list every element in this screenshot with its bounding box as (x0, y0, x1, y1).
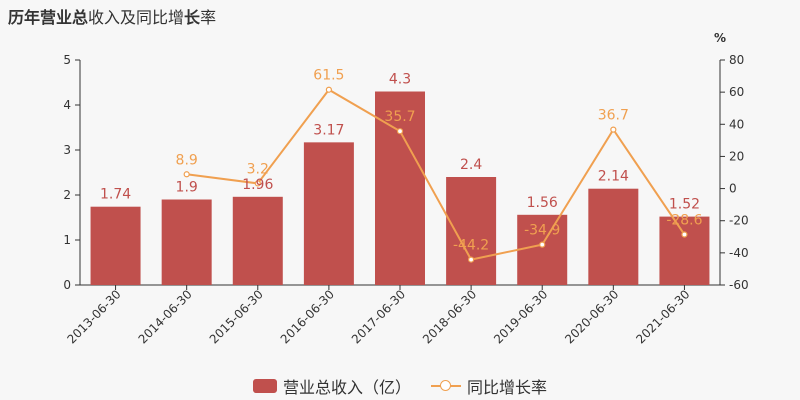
legend-item-revenue[interactable]: 营业总收入（亿） (252, 374, 411, 398)
y-tick-label-left: 1 (63, 233, 71, 247)
revenue-bar (659, 216, 710, 285)
y-tick-label-right: -20 (729, 214, 749, 228)
title-part-4: 长 (184, 8, 201, 27)
growth-rate-value-label: -34.9 (524, 223, 560, 239)
revenue-value-label: 1.56 (527, 195, 558, 211)
legend-label-growth: 同比增长率 (467, 378, 548, 397)
growth-rate-point (325, 86, 332, 93)
revenue-bar (588, 188, 639, 285)
line-series (183, 86, 688, 263)
y-tick-label-right: -40 (729, 246, 749, 260)
x-tick-label: 2021-06-30 (633, 287, 692, 346)
revenue-value-label: 4.3 (389, 72, 411, 88)
y-tick-label-right: 80 (729, 53, 744, 67)
revenue-value-label: 2.4 (460, 157, 482, 173)
legend-line-swatch (431, 379, 461, 393)
revenue-bar (446, 177, 497, 285)
title-part-1: 历年 (8, 8, 41, 27)
y-tick-label-right: 0 (729, 182, 737, 196)
x-tick-label: 2015-06-30 (207, 287, 266, 346)
y-tick-label-left: 0 (63, 278, 71, 292)
y-tick-label-right: 40 (729, 117, 744, 131)
x-tick-label: 2014-06-30 (136, 287, 195, 346)
growth-rate-value-label: 61.5 (313, 68, 344, 84)
legend-bar-swatch (252, 379, 277, 393)
revenue-value-label: 1.96 (242, 177, 273, 193)
y-tick-label-left: 4 (63, 98, 71, 112)
revenue-bar (90, 206, 141, 285)
revenue-value-label: 1.9 (176, 180, 198, 196)
growth-rate-point (610, 126, 617, 133)
title-part-2: 营业总 (40, 8, 89, 27)
revenue-bar (375, 91, 425, 285)
revenue-bar (232, 196, 283, 285)
legend-item-growth[interactable]: 同比增长率 (431, 374, 547, 398)
growth-rate-value-label: 8.9 (176, 152, 198, 168)
chart-title: 历年营业总收入及同比增长率 (8, 4, 216, 28)
y-tick-label-left: 3 (63, 143, 71, 157)
growth-rate-value-label: 3.2 (247, 161, 269, 177)
revenue-value-label: 1.52 (669, 197, 700, 213)
y-axis-right-unit: % (714, 31, 726, 45)
y-tick-label-right: 60 (729, 85, 744, 99)
growth-rate-point (468, 256, 475, 263)
chart-legend: 营业总收入（亿） 同比增长率 (0, 375, 800, 397)
x-tick-label: 2018-06-30 (420, 287, 479, 346)
title-part-3: 收入及同比增 (88, 8, 185, 27)
growth-rate-point (396, 128, 404, 135)
growth-rate-line (186, 88, 686, 261)
growth-rate-point (681, 231, 688, 238)
growth-rate-point (539, 241, 546, 248)
revenue-value-label: 1.74 (100, 187, 131, 203)
revenue-bar (303, 142, 354, 285)
growth-rate-value-label: 35.7 (384, 109, 415, 125)
growth-rate-point (183, 171, 190, 178)
growth-rate-value-label: 36.7 (598, 108, 629, 124)
y-tick-label-left: 2 (63, 188, 71, 202)
x-tick-label: 2020-06-30 (562, 287, 621, 346)
x-tick-label: 2019-06-30 (491, 287, 550, 346)
revenue-value-label: 3.17 (313, 122, 344, 138)
y-tick-label-left: 5 (63, 53, 71, 67)
growth-rate-value-label: -44.2 (453, 238, 489, 254)
bar-series (90, 91, 710, 285)
y-tick-label-right: -60 (729, 278, 749, 292)
growth-rate-point (254, 180, 261, 187)
revenue-value-label: 2.14 (598, 169, 629, 185)
revenue-bar (517, 214, 568, 285)
revenue-bar (161, 199, 212, 285)
x-tick-label: 2017-06-30 (349, 287, 408, 346)
title-part-5: 率 (200, 8, 217, 27)
x-tick-label: 2016-06-30 (278, 287, 337, 346)
legend-label-revenue: 营业总收入（亿） (282, 378, 411, 397)
y-tick-label-right: 20 (729, 149, 744, 163)
x-tick-label: 2013-06-30 (64, 287, 123, 346)
growth-rate-value-label: -28.6 (666, 213, 702, 229)
data-labels: 1.74 1.9 1.96 3.17 4.3 2.4 1.56 2.14 1.52 8.9 3.2 6… (100, 68, 703, 254)
